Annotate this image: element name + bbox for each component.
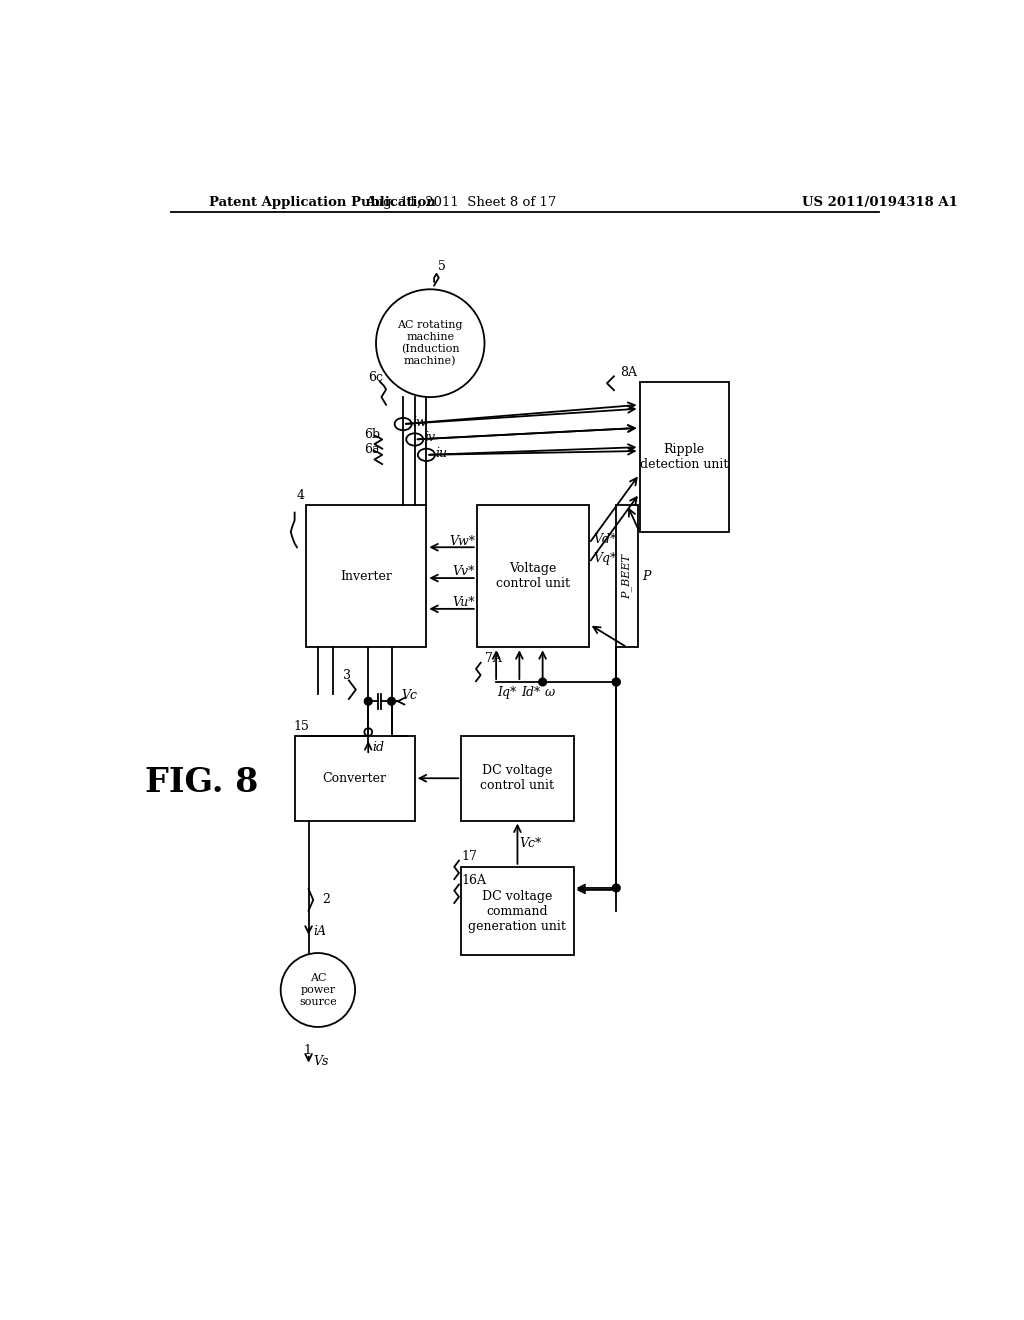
Text: 4: 4 bbox=[297, 490, 305, 502]
Text: 16A: 16A bbox=[461, 874, 486, 887]
Text: 6c: 6c bbox=[369, 371, 383, 384]
Text: iw: iw bbox=[413, 416, 427, 429]
Text: 6b: 6b bbox=[365, 428, 381, 441]
Text: Converter: Converter bbox=[323, 772, 387, 785]
Text: 1: 1 bbox=[304, 1044, 312, 1056]
Text: Ripple
detection unit: Ripple detection unit bbox=[640, 442, 728, 471]
Text: 7A: 7A bbox=[484, 652, 502, 665]
Circle shape bbox=[281, 953, 355, 1027]
Ellipse shape bbox=[407, 433, 423, 446]
Text: Vv*: Vv* bbox=[453, 565, 475, 578]
Text: Vu*: Vu* bbox=[453, 597, 475, 610]
Text: iA: iA bbox=[313, 925, 327, 939]
Text: 2: 2 bbox=[322, 892, 330, 906]
Text: DC voltage
control unit: DC voltage control unit bbox=[480, 764, 554, 792]
Circle shape bbox=[612, 884, 621, 892]
Text: 6a: 6a bbox=[365, 444, 380, 455]
Text: Voltage
control unit: Voltage control unit bbox=[496, 562, 570, 590]
Text: 3: 3 bbox=[343, 669, 351, 682]
Text: 5: 5 bbox=[438, 260, 445, 273]
Text: AC
power
source: AC power source bbox=[299, 973, 337, 1007]
Text: Patent Application Publication: Patent Application Publication bbox=[209, 195, 436, 209]
Circle shape bbox=[376, 289, 484, 397]
Circle shape bbox=[612, 678, 621, 686]
Bar bbox=[640, 381, 729, 532]
Text: Vd*: Vd* bbox=[593, 533, 616, 546]
Text: iv: iv bbox=[424, 432, 435, 445]
Text: P: P bbox=[642, 570, 650, 582]
Ellipse shape bbox=[418, 449, 435, 461]
Bar bbox=[477, 506, 589, 647]
Circle shape bbox=[612, 678, 621, 686]
Text: Vs: Vs bbox=[313, 1055, 329, 1068]
Text: Vw*: Vw* bbox=[450, 535, 475, 548]
Text: Iq*: Iq* bbox=[498, 686, 517, 700]
Bar bbox=[461, 867, 573, 956]
Ellipse shape bbox=[394, 418, 412, 430]
Text: P_BEET: P_BEET bbox=[622, 553, 633, 598]
Text: US 2011/0194318 A1: US 2011/0194318 A1 bbox=[802, 195, 958, 209]
Text: id: id bbox=[372, 741, 384, 754]
Bar bbox=[616, 506, 638, 647]
Text: iu: iu bbox=[435, 446, 447, 459]
Text: Vq*: Vq* bbox=[593, 552, 616, 565]
Text: DC voltage
command
generation unit: DC voltage command generation unit bbox=[469, 890, 566, 932]
Circle shape bbox=[365, 697, 372, 705]
Text: Aug. 11, 2011  Sheet 8 of 17: Aug. 11, 2011 Sheet 8 of 17 bbox=[366, 195, 557, 209]
Bar bbox=[461, 737, 573, 821]
Circle shape bbox=[365, 729, 372, 737]
Text: AC rotating
machine
(Induction
machine): AC rotating machine (Induction machine) bbox=[397, 321, 463, 366]
Text: Vc*: Vc* bbox=[520, 837, 542, 850]
Text: 8A: 8A bbox=[621, 366, 637, 379]
Bar bbox=[295, 737, 415, 821]
Text: FIG. 8: FIG. 8 bbox=[145, 766, 258, 799]
Text: Inverter: Inverter bbox=[340, 570, 392, 582]
Text: Vc: Vc bbox=[401, 689, 418, 702]
Circle shape bbox=[388, 697, 395, 705]
Bar bbox=[306, 506, 426, 647]
Text: 17: 17 bbox=[461, 850, 477, 863]
Text: 15: 15 bbox=[293, 721, 309, 733]
Circle shape bbox=[539, 678, 547, 686]
Text: Id*: Id* bbox=[521, 686, 541, 700]
Text: ω: ω bbox=[544, 686, 554, 700]
